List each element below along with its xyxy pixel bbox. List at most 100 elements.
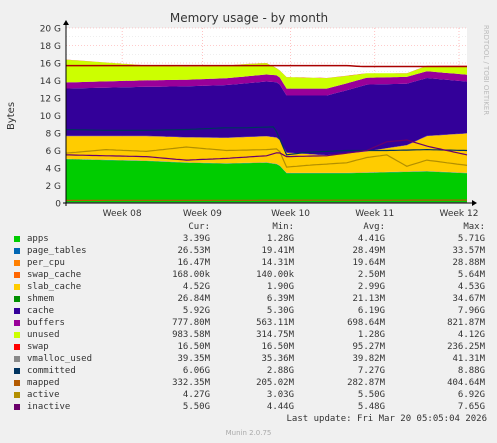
legend-max: 7.65G bbox=[457, 402, 485, 412]
legend-min: 1.90G bbox=[266, 282, 294, 292]
area-slab_cache bbox=[66, 133, 467, 173]
legend-cur: 26.53M bbox=[177, 246, 210, 256]
legend-row-swap: swap 16.50M 16.50M 95.27M 236.25M bbox=[12, 341, 487, 353]
y-axis-ticks: 0 2 G 4 G 6 G 8 G 10 G 12 G 14 G 16 G 18 G 20 G bbox=[40, 25, 62, 210]
legend-min: 3.03G bbox=[266, 390, 294, 400]
legend-cur: 168.00k bbox=[172, 270, 210, 280]
legend-swatch bbox=[14, 404, 20, 410]
legend-min: 6.39M bbox=[266, 294, 294, 304]
y-tick-label: 16 G bbox=[40, 60, 61, 70]
legend-swatch bbox=[14, 236, 20, 242]
legend-avg: 39.82M bbox=[352, 354, 385, 364]
line-committed bbox=[65, 126, 468, 156]
legend-name: apps bbox=[27, 234, 49, 244]
legend-max: 6.92G bbox=[457, 390, 485, 400]
legend-min: 314.75M bbox=[256, 330, 294, 340]
legend-avg: 282.87M bbox=[347, 378, 385, 388]
y-tick-label: 18 G bbox=[40, 42, 61, 52]
legend-header-min: Min: bbox=[272, 222, 294, 232]
memory-chart: Memory usage - by month Bytes RRDTOOL / … bbox=[6, 11, 490, 219]
area-apps bbox=[66, 159, 467, 203]
legend-cur: 16.47M bbox=[177, 258, 210, 268]
legend-header: Cur: Min: Avg: Max: bbox=[12, 221, 487, 233]
legend-min: 14.31M bbox=[261, 258, 294, 268]
y-tick-label: 14 G bbox=[40, 77, 61, 87]
legend-row-slab_cache: slab_cache 4.52G 1.90G 2.99G 4.53G bbox=[12, 281, 487, 293]
legend-row-unused: unused 983.58M 314.75M 1.28G 4.12G bbox=[12, 329, 487, 341]
y-tick-label: 20 G bbox=[40, 25, 61, 35]
legend-cur: 26.84M bbox=[177, 294, 210, 304]
x-tick-label: Week 08 bbox=[103, 209, 142, 219]
legend-row-swap_cache: swap_cache 168.00k 140.00k 2.50M 5.64M bbox=[12, 269, 487, 281]
legend-cur: 5.92G bbox=[182, 306, 210, 316]
legend-swatch bbox=[14, 320, 20, 326]
legend-name: active bbox=[27, 390, 60, 400]
legend-swatch bbox=[14, 332, 20, 338]
legend-max: 404.64M bbox=[447, 378, 485, 388]
y-axis-label: Bytes bbox=[6, 102, 17, 130]
y-tick-label: 10 G bbox=[40, 112, 61, 122]
legend-row-mapped: mapped 332.35M 205.02M 282.87M 404.64M bbox=[12, 377, 487, 389]
legend-min: 140.00k bbox=[256, 270, 294, 280]
legend-name: vmalloc_used bbox=[27, 354, 93, 364]
legend-max: 821.87M bbox=[447, 318, 485, 328]
legend-min: 16.50M bbox=[261, 342, 294, 352]
legend-max: 34.67M bbox=[452, 294, 485, 304]
x-tick-label: Week 11 bbox=[355, 209, 394, 219]
x-tick-label: Week 10 bbox=[271, 209, 310, 219]
y-tick-label: 0 bbox=[55, 200, 61, 210]
legend-name: inactive bbox=[27, 402, 71, 412]
legend-row-vmalloc_used: vmalloc_used 39.35M 35.36M 39.82M 41.31M bbox=[12, 353, 487, 365]
last-update: Last update: Fri Mar 20 05:05:04 2026 bbox=[286, 414, 487, 424]
legend-swatch bbox=[14, 248, 20, 254]
legend-swatch bbox=[14, 308, 20, 314]
legend-row-inactive: inactive 5.50G 4.44G 5.48G 7.65G bbox=[12, 401, 487, 413]
legend-max: 8.88G bbox=[457, 366, 485, 376]
legend-avg: 1.28G bbox=[357, 330, 385, 340]
legend-min: 1.28G bbox=[266, 234, 294, 244]
legend-name: swap_cache bbox=[27, 270, 82, 280]
y-tick-label: 12 G bbox=[40, 95, 61, 105]
legend-min: 19.41M bbox=[261, 246, 294, 256]
area-cache bbox=[66, 78, 467, 156]
y-axis-arrow bbox=[63, 20, 69, 25]
legend-cur: 5.50G bbox=[182, 402, 210, 412]
legend-row-cache: cache 5.92G 5.30G 6.19G 7.96G bbox=[12, 305, 487, 317]
legend-cur: 3.39G bbox=[182, 234, 210, 244]
legend-swatch bbox=[14, 272, 20, 278]
legend-name: slab_cache bbox=[27, 282, 82, 292]
x-tick-label: Week 09 bbox=[183, 209, 222, 219]
legend-row-shmem: shmem 26.84M 6.39M 21.13M 34.67M bbox=[12, 293, 487, 305]
legend-row-per_cpu: per_cpu 16.47M 14.31M 19.64M 28.88M bbox=[12, 257, 487, 269]
legend-min: 205.02M bbox=[256, 378, 294, 388]
legend-avg: 21.13M bbox=[352, 294, 385, 304]
x-tick-label: Week 12 bbox=[439, 209, 478, 219]
legend-name: mapped bbox=[27, 378, 60, 388]
y-tick-label: 8 G bbox=[45, 130, 61, 140]
line-active bbox=[65, 146, 468, 168]
line-inactive bbox=[66, 139, 468, 161]
legend-header-max: Max: bbox=[463, 222, 485, 232]
legend-avg: 6.19G bbox=[357, 306, 385, 316]
legend-min: 563.11M bbox=[256, 318, 294, 328]
legend-swatch bbox=[14, 260, 20, 266]
y-tick-label: 2 G bbox=[45, 182, 61, 192]
legend-name: buffers bbox=[27, 318, 65, 328]
legend-avg: 2.99G bbox=[357, 282, 385, 292]
legend-avg: 7.27G bbox=[357, 366, 385, 376]
legend-cur: 983.58M bbox=[172, 330, 210, 340]
x-axis-arrow bbox=[472, 200, 477, 206]
legend-rows: apps 3.39G 1.28G 4.41G 5.71G page_tables 26.53… bbox=[12, 233, 487, 413]
legend-name: per_cpu bbox=[27, 258, 65, 268]
legend-swatch bbox=[14, 356, 20, 362]
legend-name: shmem bbox=[27, 294, 55, 304]
x-axis-ticks: Week 08 Week 09 Week 10 Week 11 Week 12 bbox=[103, 209, 479, 219]
legend-avg: 5.50G bbox=[357, 390, 385, 400]
legend-cur: 16.50M bbox=[177, 342, 210, 352]
munin-version: Munin 2.0.75 bbox=[225, 429, 272, 437]
legend-swatch bbox=[14, 296, 20, 302]
legend-max: 5.71G bbox=[457, 234, 485, 244]
legend-max: 28.88M bbox=[452, 258, 485, 268]
legend-max: 7.96G bbox=[457, 306, 485, 316]
legend-header-cur: Cur: bbox=[188, 222, 210, 232]
